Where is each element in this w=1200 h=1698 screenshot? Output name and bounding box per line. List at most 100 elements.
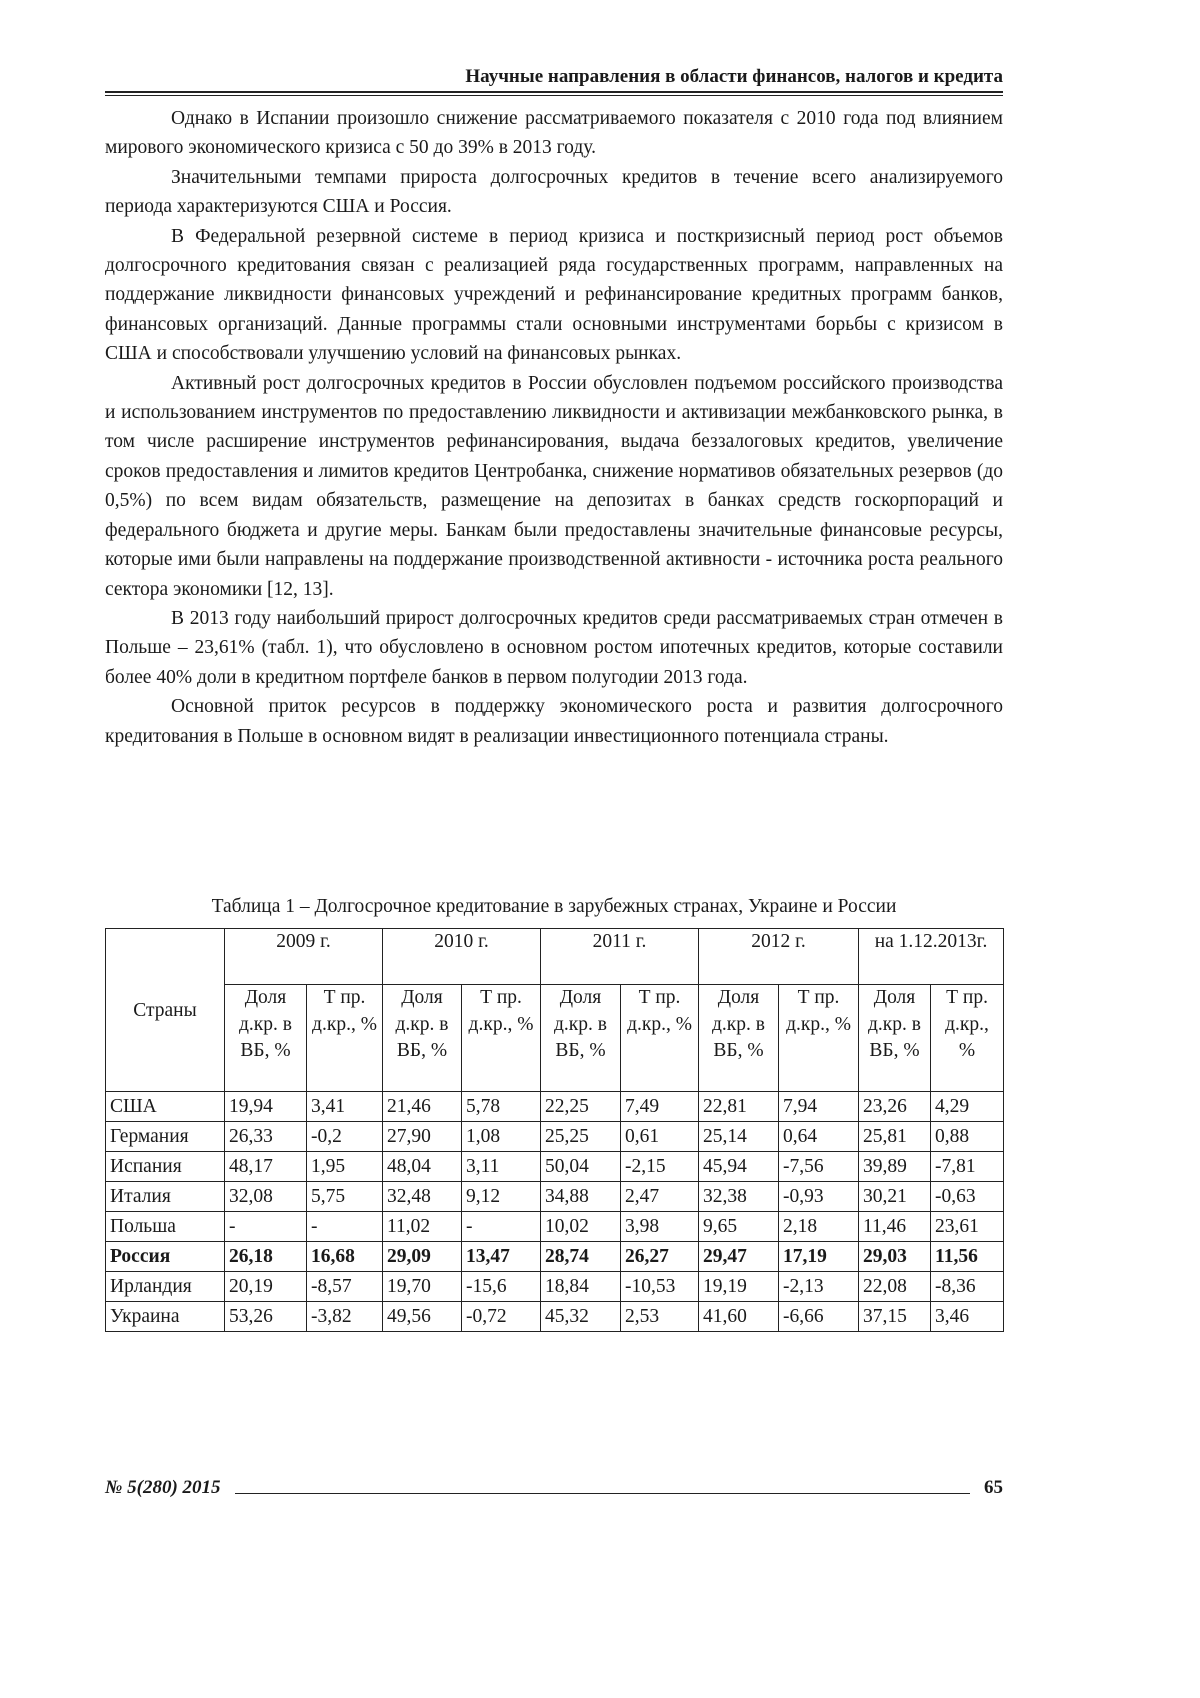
table-cell: 7,49 [619, 1091, 700, 1122]
table-cell: 32,48 [382, 1181, 462, 1212]
table-cell: 3,46 [930, 1301, 1005, 1332]
table-cell: 34,88 [540, 1181, 621, 1212]
table-cell: Доля д.кр. в ВБ, % [698, 984, 780, 1092]
table-cell: 3,11 [461, 1151, 541, 1182]
table-cell: 48,17 [224, 1151, 307, 1182]
paragraph: В 2013 году наибольший прирост долгосроч… [105, 607, 1003, 688]
table-cell: -15,6 [461, 1271, 541, 1302]
table-cell: 26,27 [619, 1241, 700, 1272]
table-cell: 2,47 [619, 1181, 700, 1212]
table-cell: 19,94 [224, 1091, 307, 1122]
table-cell: 2010 г. [382, 928, 541, 985]
table-cell: 26,18 [224, 1241, 307, 1272]
table-cell: 25,14 [698, 1121, 780, 1152]
table-row: Испания 48,17 1,95 48,04 3,11 50,04 -2,15 45,94… [105, 1151, 1005, 1182]
table-cell: 17,19 [778, 1241, 860, 1272]
table-header-row: Страны 2009 г. 2010 г. 2011 г. 2012 г. на 1.1… [105, 928, 1005, 1092]
table-cell: США [105, 1091, 225, 1122]
page-number: 65 [984, 1477, 1003, 1498]
table-cell: 1,08 [461, 1121, 541, 1152]
table-cell: -0,72 [461, 1301, 541, 1332]
table-cell: - [306, 1211, 383, 1242]
table-cell: Россия [105, 1241, 225, 1272]
table-cell: 29,47 [698, 1241, 780, 1272]
table-cell: 11,56 [930, 1241, 1005, 1272]
table-cell: 5,78 [461, 1091, 541, 1122]
table-cell: 3,41 [306, 1091, 383, 1122]
table-cell: 53,26 [224, 1301, 307, 1332]
table-cell: 9,65 [698, 1211, 780, 1242]
table-cell: Страны [105, 928, 225, 1092]
issue-number: № 5(280) 2015 [105, 1477, 221, 1498]
table-cell: -2,15 [619, 1151, 700, 1182]
table-cell: 11,02 [382, 1211, 462, 1242]
table-cell: 29,09 [382, 1241, 462, 1272]
table-cell: -0,93 [778, 1181, 860, 1212]
table-cell: 2012 г. [698, 928, 860, 985]
table-cell: 25,81 [858, 1121, 932, 1152]
table-cell: 16,68 [306, 1241, 383, 1272]
table-row: США 19,94 3,41 21,46 5,78 22,25 7,49 22,81 7,94 2… [105, 1091, 1005, 1122]
table-cell: 50,04 [540, 1151, 621, 1182]
table-cell: 19,70 [382, 1271, 462, 1302]
table-cell: 21,46 [382, 1091, 462, 1122]
table-cell: 25,25 [540, 1121, 621, 1152]
table-cell: 3,98 [619, 1211, 700, 1242]
table-cell: -7,56 [778, 1151, 860, 1182]
table-row: Россия 26,18 16,68 29,09 13,47 28,74 26,27 29,4… [105, 1241, 1005, 1272]
table-subheader-row: Доля д.кр. в ВБ, % Т пр. д.кр., % Доля д.к… [106, 984, 1005, 1092]
table-row: Германия 26,33 -0,2 27,90 1,08 25,25 0,61 25,14… [105, 1121, 1005, 1152]
table-cell: 7,94 [778, 1091, 860, 1122]
table-cell: Т пр. д.кр., % [619, 984, 700, 1092]
table-cell: -7,81 [930, 1151, 1005, 1182]
table-cell: на 1.12.2013г. [858, 928, 1005, 985]
table-cell: 9,12 [461, 1181, 541, 1212]
table-cell: -0,63 [930, 1181, 1005, 1212]
table-cell: 45,32 [540, 1301, 621, 1332]
table-cell: Т пр. д.кр., % [778, 984, 860, 1092]
table-cell: 26,33 [224, 1121, 307, 1152]
footer-rule [234, 1492, 970, 1494]
table-cell: Т пр. д.кр., % [306, 984, 383, 1092]
table-row: Украина 53,26 -3,82 49,56 -0,72 45,32 2,53 41,6… [105, 1301, 1005, 1332]
table-cell: 39,89 [858, 1151, 932, 1182]
table-cell: -0,2 [306, 1121, 383, 1152]
table-cell: Доля д.кр. в ВБ, % [540, 984, 621, 1092]
table-cell: 0,64 [778, 1121, 860, 1152]
table-cell: 32,38 [698, 1181, 780, 1212]
table-cell: 48,04 [382, 1151, 462, 1182]
table-cell: 23,61 [930, 1211, 1005, 1242]
table-cell: Польша [105, 1211, 225, 1242]
table-cell: 49,56 [382, 1301, 462, 1332]
table-cell: 10,02 [540, 1211, 621, 1242]
table-cell: 22,08 [858, 1271, 932, 1302]
table-cell: 0,61 [619, 1121, 700, 1152]
table-cell: 4,29 [930, 1091, 1005, 1122]
table-cell: 22,25 [540, 1091, 621, 1122]
table-cell: 2,53 [619, 1301, 700, 1332]
table-cell: Украина [105, 1301, 225, 1332]
table-cell: Доля д.кр. в ВБ, % [858, 984, 932, 1092]
table-cell: 0,88 [930, 1121, 1005, 1152]
table-cell: 2009 г. [224, 928, 383, 985]
table-cell: -3,82 [306, 1301, 383, 1332]
page-footer: № 5(280) 2015 65 [105, 1477, 1003, 1499]
table-cell: 5,75 [306, 1181, 383, 1212]
table-cell: 28,74 [540, 1241, 621, 1272]
table-cell: Ирландия [105, 1271, 225, 1302]
table-row: Италия 32,08 5,75 32,48 9,12 34,88 2,47 32,38 -0… [105, 1181, 1005, 1212]
table-cell: Т пр. д.кр., % [930, 984, 1005, 1092]
paragraph: В Федеральной резервной системе в период… [105, 225, 1003, 365]
table-cell: -10,53 [619, 1271, 700, 1302]
table-cell: 29,03 [858, 1241, 932, 1272]
table-cell: 18,84 [540, 1271, 621, 1302]
table-cell: - [461, 1211, 541, 1242]
table-cell: 19,19 [698, 1271, 780, 1302]
paragraph: Основной приток ресурсов в поддержку эко… [105, 696, 1003, 747]
table-cell: 45,94 [698, 1151, 780, 1182]
table-cell: 22,81 [698, 1091, 780, 1122]
body-text: Однако в Испании произошло снижение расс… [105, 104, 1003, 751]
table-cell: Германия [105, 1121, 225, 1152]
table-cell: Италия [105, 1181, 225, 1212]
